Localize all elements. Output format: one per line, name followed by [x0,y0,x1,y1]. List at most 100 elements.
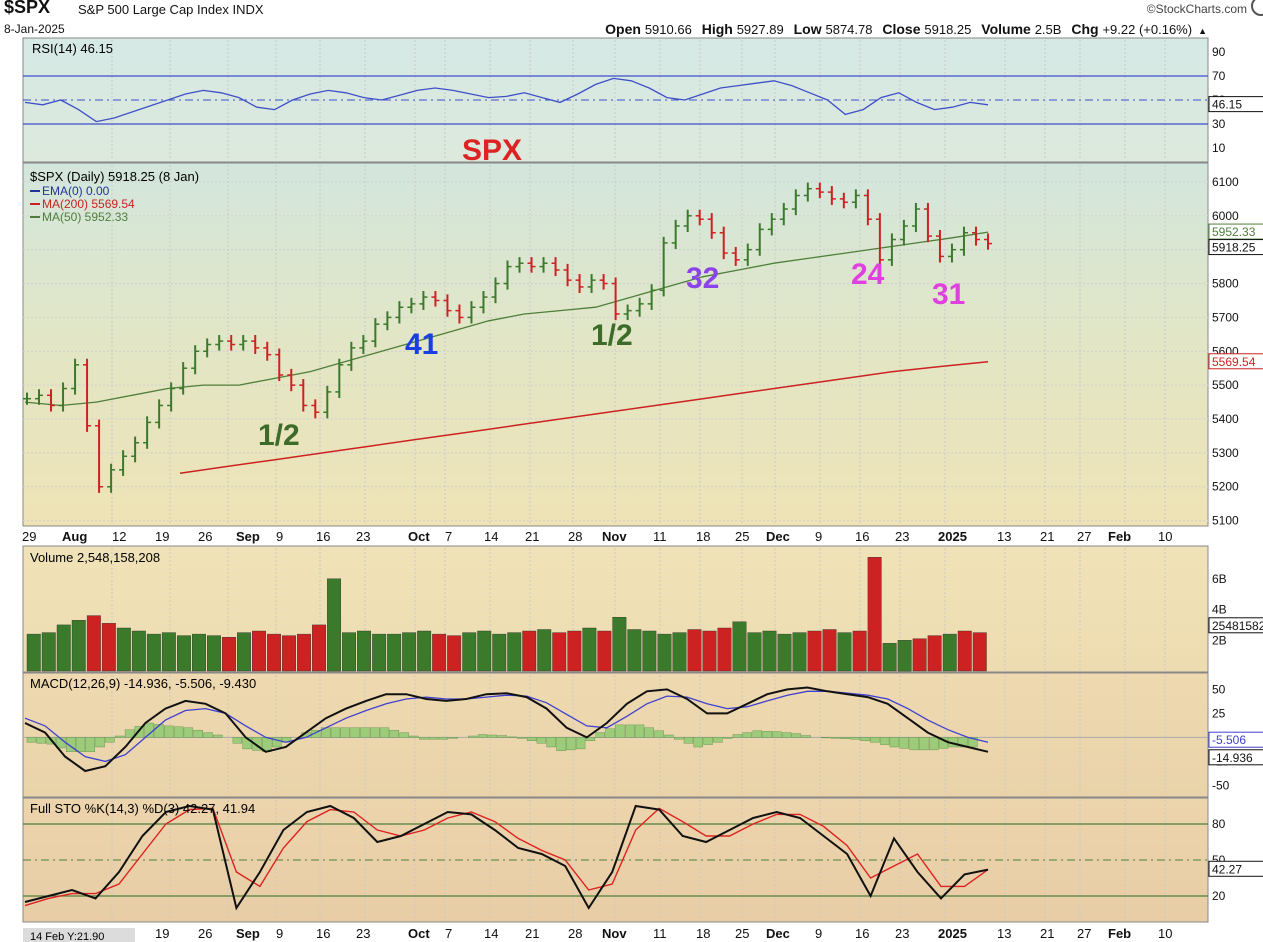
rsi-last-label: 46.15 [1212,98,1242,112]
ohlc-bar [455,304,464,324]
macd-histogram-bar [625,724,635,738]
volume-last-value: 2548158208 [1208,617,1263,634]
volume-bar [552,632,567,672]
close-last-label: 5918.25 [1212,241,1256,255]
ohlc-bar [299,379,308,412]
macd-histogram-bar [781,732,792,738]
ma50-last-label: 5952.33 [1212,225,1256,239]
volume-bar [927,635,942,672]
stochastic-last-value: 42.27 [1208,860,1263,877]
date-tick-label: 7 [445,529,452,544]
macd-histogram-bar [536,737,547,744]
macd-histogram-bar [674,737,684,740]
volume-bar [161,632,176,672]
ohlc-bar [275,348,284,382]
date-axis-top: 29 Aug 12 19 26 Sep 9 16 23 Oct 7 14 21 28 Nov 11 18 25 De… [22,529,1172,544]
ohlc-bar [863,189,872,226]
macd-signal-last-label-box [1208,731,1263,748]
ohlc-bar [371,318,380,348]
macd-histogram-bar [497,735,507,738]
ohlc-bar [143,416,152,449]
ohlc-bar [623,304,632,321]
ohlc-bar [515,257,524,273]
ohlc-bar [695,209,704,226]
macd-histogram-bar [840,737,851,740]
volume-bar [642,630,657,672]
ohlc-bar [467,301,476,324]
date-tick-label: 23 [356,926,370,941]
rsi-last-value: 46.15 [1208,96,1263,113]
ma200-last-label: 5569.54 [1212,355,1256,369]
legend-entry: EMA(0) 0.00 [42,184,110,198]
macd-histogram-bar [526,737,537,742]
macd-histogram [26,722,978,753]
volume-bar [251,630,266,672]
ohlc-bar [359,335,368,354]
date-tick-label: 19 [155,926,169,941]
macd-histogram-bar [517,737,527,739]
exchange-label: INDX [232,2,264,17]
ohlc-bar [383,311,392,331]
macd-histogram-bar [703,737,713,745]
date-tick-label: 2025 [938,529,967,544]
volume-bar [297,633,311,672]
volume-bar [597,630,612,672]
macd-histogram-bar [26,737,37,743]
volume-bar [342,632,356,672]
macd-histogram-bar [546,737,556,748]
macd-histogram-bar [821,737,831,739]
ohlc-bar [779,202,788,226]
price-grid [23,165,1208,524]
volume-bar [206,635,221,672]
volume-value: 2.5B [1034,22,1062,37]
ohlc-bar [959,226,968,256]
macd-histogram-bar [850,737,860,740]
date-tick-label: Feb [1108,529,1131,544]
ohlc-bar [35,389,44,405]
macd-title: MACD(12,26,9) -14.936, -5.506, -9.430 [30,676,256,691]
y-tick-label: 2B [1212,633,1227,647]
date-tick-label: 9 [815,529,822,544]
date-tick-label: 16 [316,529,330,544]
macd-histogram-bar [350,727,360,738]
date-tick-label: 26 [198,926,212,941]
y-tick-label: 6000 [1212,209,1239,223]
ohlc-bar [671,219,680,249]
rsi-panel: 9070503010 RSI(14) 46.15 46.15 [22,37,1263,163]
y-tick-label: 5200 [1212,480,1239,494]
ohlc-bar [611,277,620,321]
low-value: 5874.78 [825,22,873,37]
macd-histogram-bar [134,726,145,738]
macd-histogram-bar [566,737,576,751]
stochastic-last-label-box [1208,860,1263,877]
volume-bar [312,624,326,672]
ohlc-bar [599,274,608,290]
macd-histogram-bar [634,724,645,738]
date-tick-label: 28 [568,926,582,941]
ohlc-bar [407,297,416,314]
price-annotation: 32 [686,262,719,295]
ohlc-bar [851,189,860,209]
ohlc-bar [71,358,80,395]
macd-last-label-box [1208,749,1263,766]
open-value: 5910.66 [644,22,692,37]
ohlc-bar [443,294,452,317]
close-value: 5918.25 [924,22,972,37]
macd-histogram-bar [752,730,762,738]
macd-panel: 50250-25-50 MACD(12,26,9) -14.936, -5.50… [22,672,1263,798]
y-tick-label: 70 [1212,69,1226,83]
date-tick-label: 9 [815,926,822,941]
macd-histogram-bar [36,737,46,744]
settings-circle-icon[interactable] [1251,0,1263,16]
date-tick-label: 2025 [938,926,967,941]
date-tick-label: Oct [408,529,430,544]
date-tick-label: 19 [155,529,169,544]
macd-histogram-bar [115,735,125,738]
macd-histogram-bar [173,726,184,738]
macd-histogram-bar [468,735,478,738]
ohlc-bar [587,274,596,294]
volume-bar [687,629,702,672]
ohlc-bar [815,182,824,199]
volume-panel: 6B 4B 2B Volume 2,548,158,208 2548158208 [22,545,1263,673]
